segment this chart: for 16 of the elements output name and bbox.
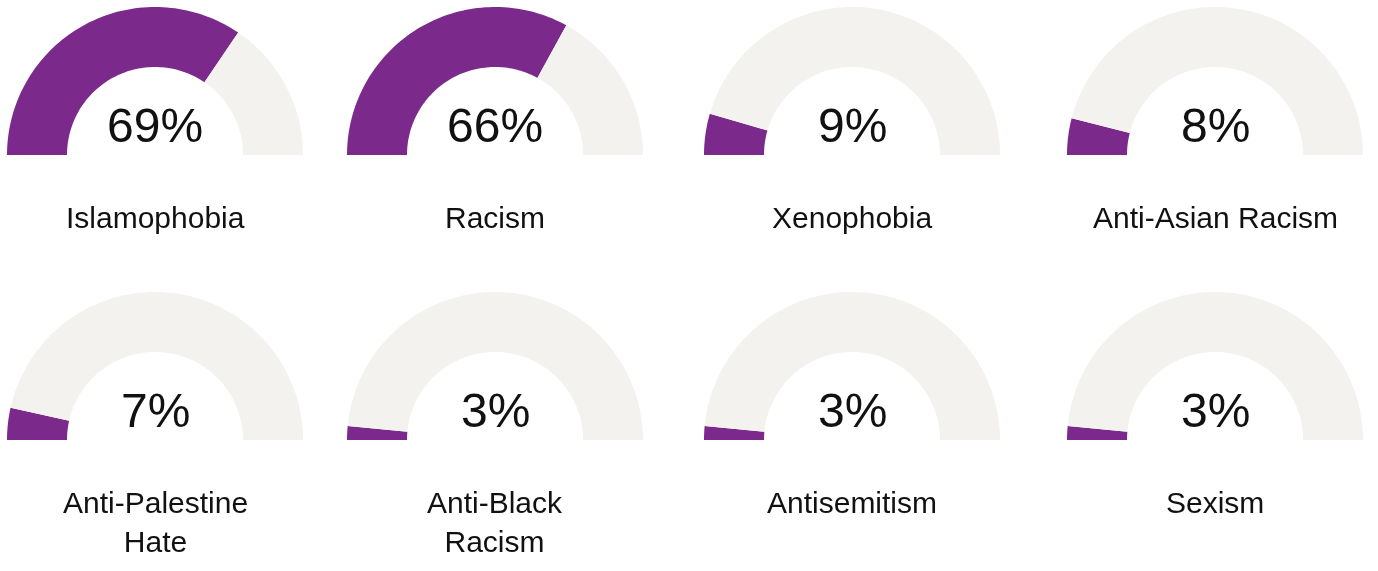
text: Anti-Black Racism [427,486,564,558]
text: 69% [107,99,204,152]
text: 9% [818,99,888,152]
text: 8% [1181,99,1251,152]
text: Racism [445,201,546,234]
text: 3% [818,384,888,437]
text: 7% [121,384,191,437]
text: Anti-Asian Racism [1093,201,1339,234]
text: 3% [1181,384,1251,437]
text: Islamophobia [66,201,245,234]
text: Xenophobia [772,201,933,234]
text: 66% [447,99,544,152]
text: Antisemitism [767,486,938,519]
text: Sexism [1166,486,1265,519]
text: Anti-Palestine Hate [63,486,249,558]
text: 3% [461,384,531,437]
